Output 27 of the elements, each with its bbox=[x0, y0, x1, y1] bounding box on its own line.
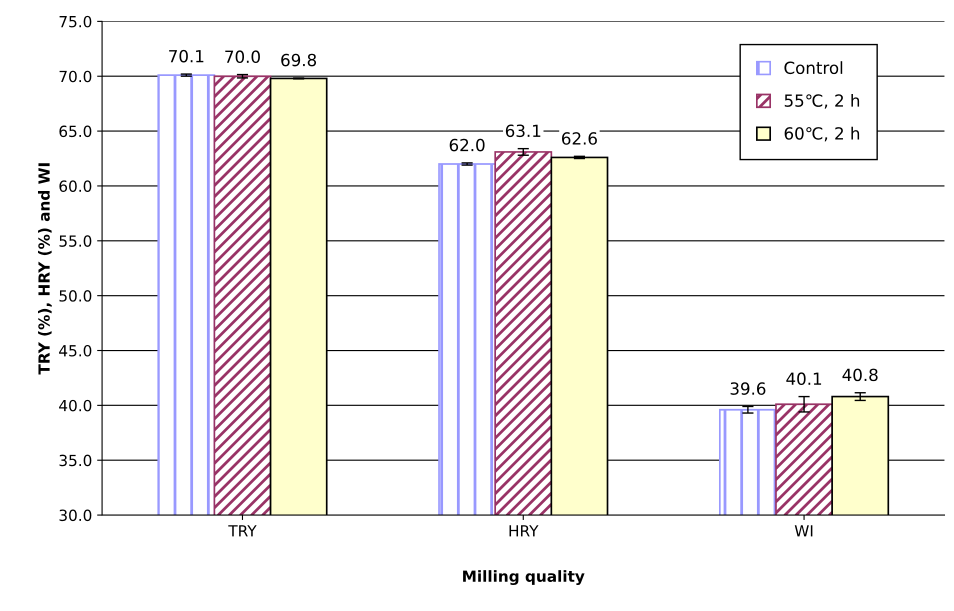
y-tick-label: 60.0 bbox=[59, 180, 92, 192]
y-tick-label: 30.0 bbox=[60, 510, 92, 522]
y-tick-label: 65.0 bbox=[59, 126, 92, 138]
data-label: 40.1 bbox=[786, 372, 822, 386]
y-tick-label: 50.0 bbox=[60, 290, 92, 302]
x-tick-label: TRY bbox=[228, 525, 257, 536]
x-axis-title: Milling quality bbox=[463, 570, 585, 586]
y-tick-label: 75.0 bbox=[60, 16, 92, 28]
y-tick-label: 45.0 bbox=[59, 344, 92, 357]
data-label: 63.1 bbox=[506, 124, 540, 138]
y-tick-label: 55.0 bbox=[60, 235, 92, 247]
data-label: 62.0 bbox=[450, 138, 485, 152]
data-label: 40.8 bbox=[842, 368, 878, 382]
data-label: 69.8 bbox=[281, 54, 316, 66]
y-tick-label: 40.0 bbox=[59, 400, 92, 412]
y-tick-label: 70.0 bbox=[60, 70, 92, 82]
y-axis-title: TRY (%), HRY (%) and WI bbox=[38, 163, 52, 375]
data-label: 39.6 bbox=[730, 382, 766, 395]
data-label: 70.1 bbox=[169, 50, 204, 62]
legend-label: 55℃, 2 h bbox=[784, 94, 860, 109]
y-tick-label: 35.0 bbox=[60, 454, 92, 466]
data-label: 70.0 bbox=[225, 50, 260, 64]
legend-label: Control bbox=[784, 61, 842, 74]
data-label: 62.6 bbox=[562, 132, 597, 145]
x-tick-label: WI bbox=[794, 525, 812, 536]
legend-label: 60℃, 2 h bbox=[784, 126, 860, 142]
x-tick-label: HRY bbox=[510, 525, 539, 536]
